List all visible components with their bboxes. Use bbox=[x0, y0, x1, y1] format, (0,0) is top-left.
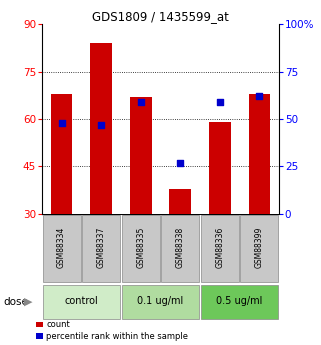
Text: GSM88334: GSM88334 bbox=[57, 226, 66, 268]
Text: GSM88336: GSM88336 bbox=[215, 226, 224, 268]
Bar bbox=[122, 285, 199, 319]
Text: 0.1 ug/ml: 0.1 ug/ml bbox=[137, 296, 184, 306]
Text: GSM88335: GSM88335 bbox=[136, 226, 145, 268]
Bar bbox=[209, 122, 231, 214]
Text: GSM88338: GSM88338 bbox=[176, 226, 185, 268]
Point bbox=[138, 99, 143, 105]
Bar bbox=[161, 215, 199, 282]
Point bbox=[257, 93, 262, 99]
Text: dose: dose bbox=[3, 297, 28, 307]
Bar bbox=[42, 285, 120, 319]
Bar bbox=[201, 215, 239, 282]
Point bbox=[99, 122, 104, 127]
Bar bbox=[51, 94, 73, 214]
Bar bbox=[240, 215, 279, 282]
Text: GSM88337: GSM88337 bbox=[97, 226, 106, 268]
Point bbox=[217, 99, 222, 105]
Title: GDS1809 / 1435599_at: GDS1809 / 1435599_at bbox=[92, 10, 229, 23]
Text: 0.5 ug/ml: 0.5 ug/ml bbox=[216, 296, 263, 306]
Text: ▶: ▶ bbox=[24, 297, 32, 307]
Point bbox=[59, 120, 64, 126]
Bar bbox=[130, 97, 152, 214]
Legend: count, percentile rank within the sample: count, percentile rank within the sample bbox=[36, 321, 188, 341]
Bar bbox=[42, 215, 81, 282]
Bar bbox=[122, 215, 160, 282]
Bar bbox=[82, 215, 120, 282]
Bar bbox=[90, 43, 112, 214]
Bar bbox=[201, 285, 279, 319]
Point bbox=[178, 160, 183, 165]
Text: GSM88399: GSM88399 bbox=[255, 226, 264, 268]
Text: control: control bbox=[65, 296, 98, 306]
Bar bbox=[248, 94, 270, 214]
Bar bbox=[169, 189, 191, 214]
